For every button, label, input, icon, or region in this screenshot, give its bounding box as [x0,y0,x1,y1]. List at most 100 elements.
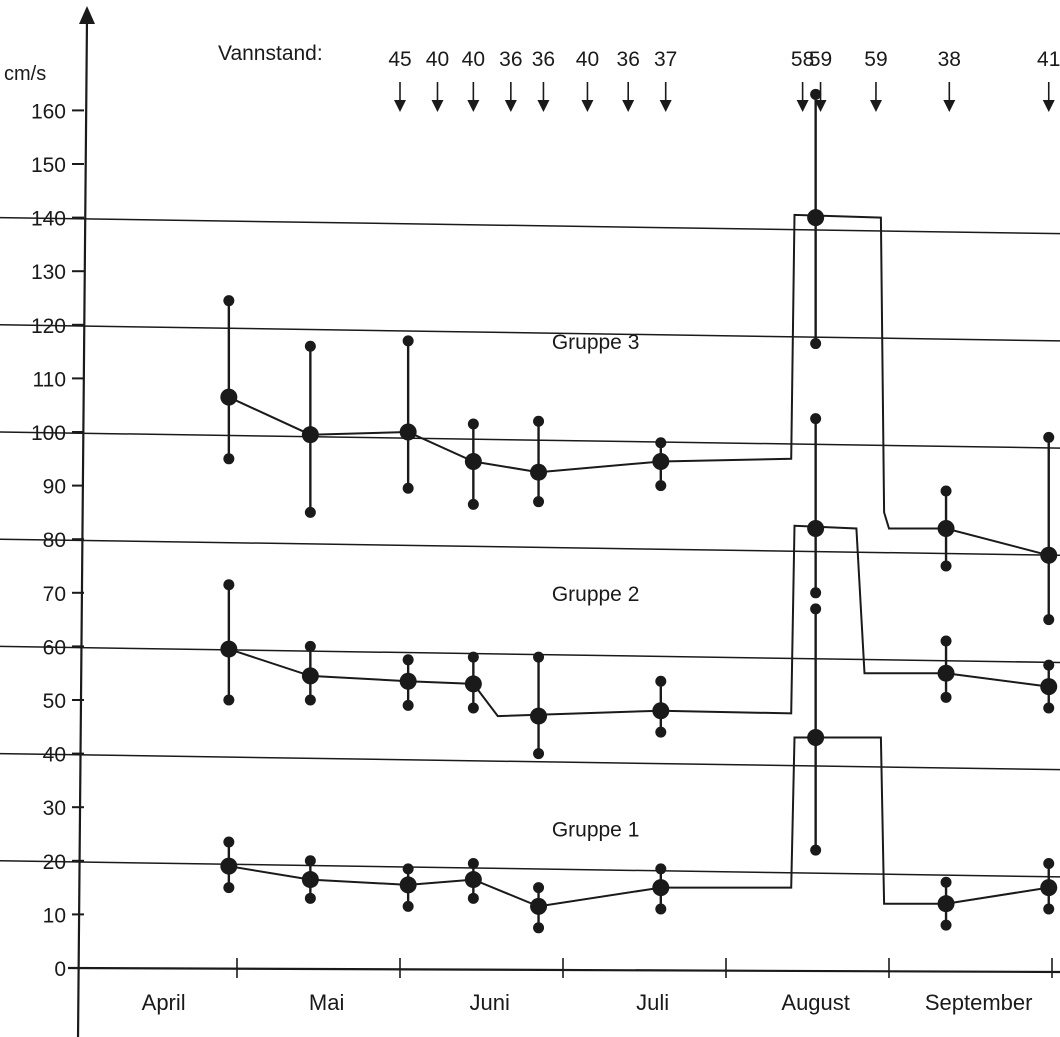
mean-point [937,895,955,913]
series-line [228,213,1049,557]
group-label: Gruppe 3 [552,331,640,354]
axes: cm/s [4,6,1060,1037]
mean-point [937,519,955,537]
low-point [304,506,316,518]
down-arrow-icon [796,100,809,112]
y-tick-label: 160 [31,100,66,123]
mean-point [220,857,238,875]
low-point [402,699,414,711]
low-point [655,726,667,738]
mean-point [652,879,670,897]
high-point [1043,857,1055,869]
high-point [223,836,235,848]
low-point [533,922,545,934]
y-tick-label: 10 [43,904,66,927]
high-point [655,437,667,449]
vannstand-value: 45 [388,48,411,71]
reference-line [0,216,1060,235]
mean-point [301,871,319,889]
down-arrow-icon [394,100,406,112]
down-arrow-icon [943,100,956,112]
down-arrow-icon [659,100,672,112]
y-axis-arrow-icon [79,6,95,24]
mean-point [807,729,825,747]
y-tick-label: 60 [43,636,66,659]
group-label: Gruppe 1 [552,819,640,842]
vannstand-value: 36 [499,48,522,71]
mean-point [1040,546,1058,564]
low-point [223,453,235,465]
y-ticks: 0 10 20 30 40 50 60 70 80 90 100 110 120 130 140 150 160 [31,100,84,981]
mean-point [399,876,417,894]
low-point [1043,903,1055,915]
mean-point [652,452,670,470]
y-tick-label: 30 [43,797,66,820]
low-point [810,338,822,350]
mean-point [399,672,417,690]
down-arrow-icon [1042,100,1055,112]
high-point [655,863,667,875]
low-point [304,892,316,904]
low-point [223,694,235,706]
mean-point [464,871,482,889]
high-point [533,882,545,894]
high-point [810,88,822,100]
high-point [533,415,545,427]
x-tick-label: Juli [636,990,669,1015]
mean-point [1040,879,1058,897]
high-point [304,640,316,652]
vannstand-value: 59 [864,48,887,71]
y-tick-label: 120 [31,315,66,338]
reference-line [0,752,1060,771]
y-axis-unit-label: cm/s [4,63,46,85]
y-tick-label: 100 [31,422,66,445]
reference-line [0,860,1060,878]
mean-point [220,388,238,406]
low-point [1043,614,1055,626]
mean-point [807,519,825,537]
y-tick-label: 80 [43,529,66,552]
high-point [304,855,316,867]
group-labels: Gruppe 3 Gruppe 2 Gruppe 1 [552,331,640,842]
low-point [304,694,316,706]
y-tick-label: 140 [31,208,66,231]
mean-point [399,423,417,441]
mean-point [220,640,238,658]
mean-point [937,664,955,682]
mean-point [1040,678,1058,696]
x-tick-label: August [781,990,850,1015]
reference-lines [0,216,1060,878]
group-label: Gruppe 2 [552,583,640,606]
x-axis [67,966,1060,974]
high-point [810,413,822,425]
high-point [402,863,414,875]
x-tick-label: September [925,990,1033,1015]
high-point [402,654,414,666]
mean-point [464,452,482,470]
vannstand-value: 36 [617,48,640,71]
low-point [223,882,235,894]
low-point [940,691,952,703]
down-arrow-icon [581,100,594,112]
mean-point [464,675,482,693]
low-point [467,702,479,714]
vannstand-value: 37 [654,48,677,71]
y-tick-label: 90 [43,476,66,499]
high-point [223,579,235,591]
y-tick-label: 40 [43,744,66,767]
mean-point [530,707,548,725]
mean-point [652,702,670,720]
low-point [810,587,822,599]
series [220,88,1058,934]
vannstand-value: 40 [462,48,485,71]
down-arrow-icon [814,100,827,112]
vannstand-value: 58 [791,48,814,71]
low-point [402,900,414,912]
y-tick-label: 70 [43,583,66,606]
vannstand-label: Vannstand: [218,42,323,65]
high-point [655,675,667,687]
mean-point [301,667,319,685]
mean-point [530,897,548,915]
vannstand-value: 59 [809,48,832,71]
